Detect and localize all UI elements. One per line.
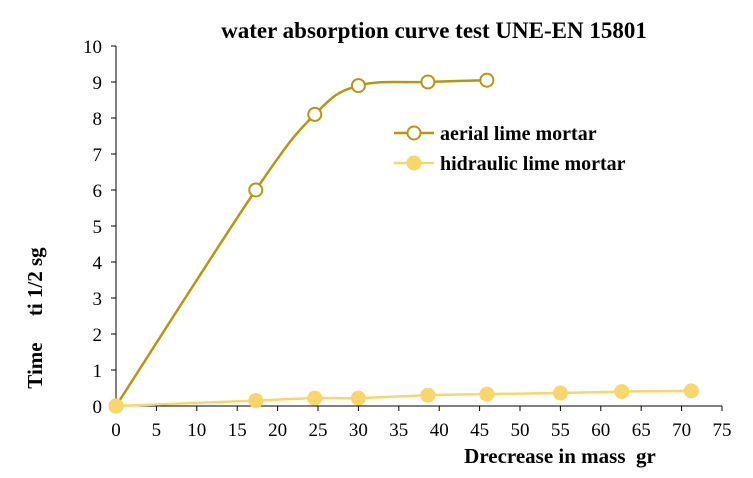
y-tick-label: 9: [93, 73, 103, 94]
legend-swatch-marker: [406, 125, 422, 141]
data-point: [307, 106, 323, 122]
x-tick-label: 25: [309, 420, 328, 441]
axes: 0 5 10 15 20 25 30 35 40 45 50 55 60 65 70 750123456789…: [83, 37, 732, 441]
data-point: [108, 398, 124, 414]
x-tick-label: 40: [430, 420, 449, 441]
x-tick-label: 20: [268, 420, 287, 441]
x-tick-label: 30: [349, 420, 368, 441]
y-tick-label: 7: [93, 145, 103, 166]
data-point: [248, 393, 264, 409]
x-axis-title: Drecrease in mass gr: [464, 444, 656, 468]
x-tick-label: 10: [187, 420, 206, 441]
y-axis-title: Time ti 1/2 sg: [23, 247, 47, 389]
chart-title: water absorption curve test UNE-EN 15801: [221, 18, 647, 43]
y-tick-label: 8: [93, 109, 103, 130]
data-point: [248, 182, 264, 198]
x-tick-label: 60: [591, 420, 610, 441]
y-tick-label: 10: [83, 37, 102, 58]
series-1: [108, 72, 495, 414]
data-point: [479, 72, 495, 88]
x-tick-label: 50: [511, 420, 530, 441]
x-tick-label: 5: [152, 420, 162, 441]
legend-swatch-marker: [406, 155, 422, 171]
x-tick-label: 15: [228, 420, 247, 441]
y-tick-label: 1: [93, 361, 103, 382]
x-tick-label: 65: [632, 420, 651, 441]
series-line: [114, 78, 487, 407]
plot-area: [108, 72, 699, 414]
data-point: [479, 386, 495, 402]
x-tick-label: 55: [551, 420, 570, 441]
data-point: [420, 387, 436, 403]
data-point: [552, 385, 568, 401]
data-point: [683, 383, 699, 399]
y-tick-label: 5: [93, 217, 103, 238]
x-tick-label: 0: [111, 420, 121, 441]
x-tick-label: 45: [470, 420, 489, 441]
legend-item: aerial lime mortar: [394, 123, 597, 145]
data-point: [420, 74, 436, 90]
legend-label: hidraulic lime mortar: [440, 153, 626, 175]
y-tick-label: 3: [93, 289, 103, 310]
data-point: [614, 384, 630, 400]
y-tick-label: 0: [93, 397, 103, 418]
y-tick-label: 2: [93, 325, 103, 346]
x-tick-label: 35: [389, 420, 408, 441]
series-2: [108, 383, 699, 414]
data-point: [350, 390, 366, 406]
legend-item: hidraulic lime mortar: [394, 153, 626, 175]
data-point: [307, 390, 323, 406]
x-tick-label: 75: [713, 420, 732, 441]
legend-label: aerial lime mortar: [440, 123, 597, 145]
y-tick-label: 6: [93, 181, 103, 202]
x-tick-label: 70: [672, 420, 691, 441]
y-tick-label: 4: [93, 253, 103, 274]
series-line: [115, 389, 692, 408]
legend: aerial lime mortar hidraulic lime mortar: [394, 123, 626, 175]
data-point: [350, 78, 366, 94]
